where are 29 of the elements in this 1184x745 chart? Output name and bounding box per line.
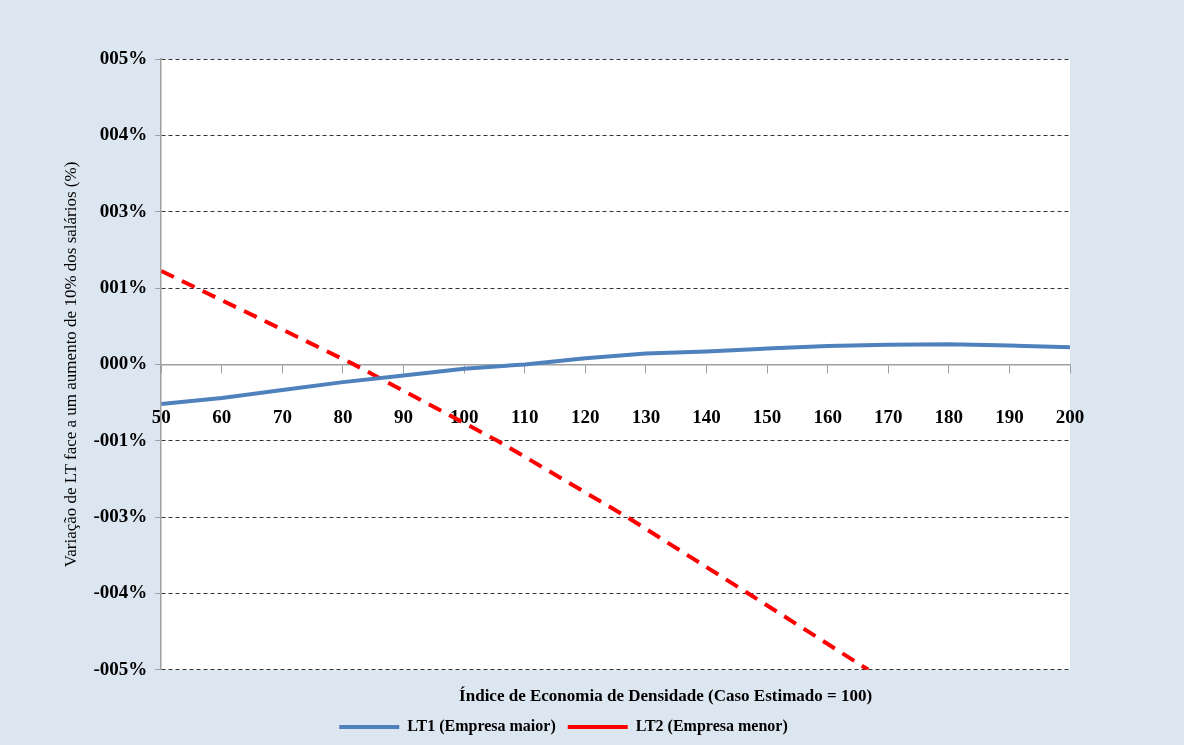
x-tick-label: 200 (1055, 405, 1085, 427)
y-tick-label: 001% (99, 275, 148, 297)
y-tick-label: -005% (93, 657, 148, 679)
x-tick-label: 120 (571, 405, 600, 427)
x-tick-label: 90 (394, 405, 414, 427)
y-tick-label: 005% (99, 46, 148, 68)
x-tick-label: 110 (511, 405, 539, 427)
x-tick-label: 180 (934, 405, 964, 427)
y-tick-label: -001% (93, 428, 148, 450)
x-tick-label: 190 (995, 405, 1024, 427)
y-tick-label: -004% (93, 581, 148, 603)
x-tick-label: 50 (151, 405, 171, 427)
x-tick-label: 170 (874, 405, 903, 427)
y-tick-label: 003% (99, 199, 148, 221)
x-axis-title: Índice de Economia de Densidade (Caso Estimado = 100) (459, 686, 873, 706)
x-tick-label: 140 (692, 405, 721, 427)
x-tick-label: 70 (272, 405, 292, 427)
y-axis-title: Variação de LT face a um aumento de 10% dos salários (%) (60, 161, 80, 568)
y-tick-label: 004% (99, 123, 148, 145)
legend-label: LT1 (Empresa maior) (407, 717, 556, 736)
y-tick-label: -003% (93, 505, 148, 527)
x-tick-label: 80 (333, 405, 353, 427)
x-tick-label: 100 (449, 405, 479, 427)
x-tick-label: 60 (212, 405, 232, 427)
y-tick-label: 000% (99, 352, 148, 374)
x-tick-label: 130 (631, 405, 661, 427)
legend-label: LT2 (Empresa menor) (635, 717, 788, 736)
x-tick-label: 160 (813, 405, 842, 427)
x-tick-label: 150 (752, 405, 782, 427)
